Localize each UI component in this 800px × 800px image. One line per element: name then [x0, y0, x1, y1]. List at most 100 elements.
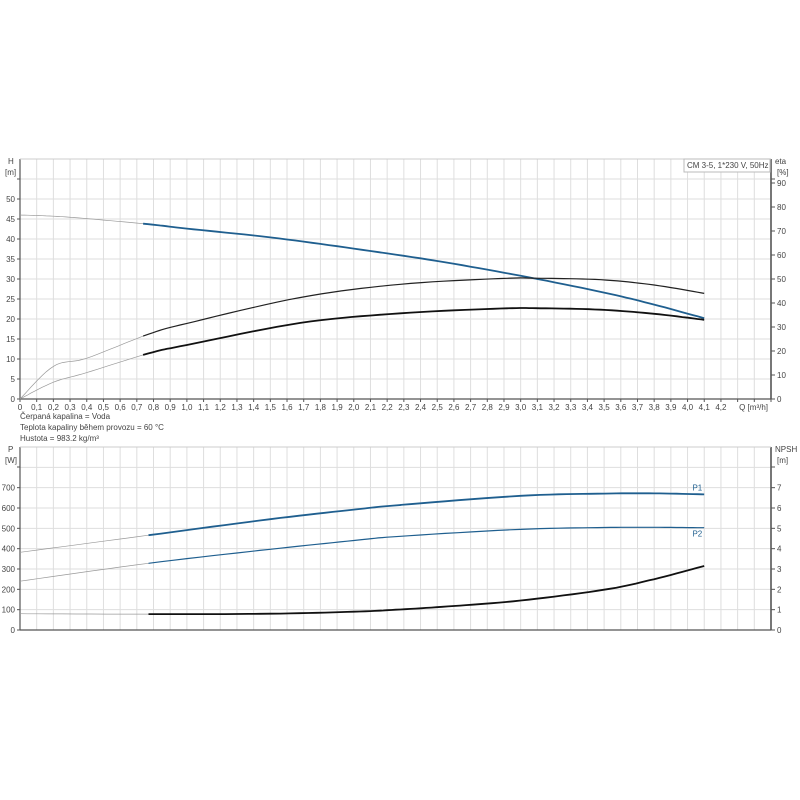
y-tick-label: 15	[6, 335, 15, 344]
series-label-p1: P1	[692, 483, 702, 492]
y-tick-label: 700	[2, 484, 16, 493]
y-tick-label: 45	[6, 215, 15, 224]
series-label-p2: P2	[692, 530, 702, 539]
x-tick-label: 0,1	[31, 403, 43, 412]
x-tick-label: 3,9	[665, 403, 677, 412]
y-tick-label: 100	[2, 606, 16, 615]
x-tick-label: 2,8	[482, 403, 494, 412]
y-tick-label: 600	[2, 504, 16, 513]
curve-p2-extension	[19, 562, 149, 582]
x-tick-label: 0,5	[98, 403, 110, 412]
y2-tick-label: 2	[777, 585, 782, 594]
x-tick-label: 2,9	[498, 403, 510, 412]
legend-box-text: CM 3-5, 1*230 V, 50Hz	[687, 161, 769, 170]
curve-series-2	[142, 277, 705, 337]
y2-tick-label: 90	[777, 179, 786, 188]
x-tick-label: 3,7	[632, 403, 644, 412]
y2-tick-label: 70	[777, 227, 786, 236]
y2-tick-label: 10	[777, 371, 786, 380]
x-tick-label: 1,0	[181, 403, 193, 412]
x-tick-label: 3,0	[515, 403, 527, 412]
y2-tick-label: 0	[777, 626, 782, 635]
x-tick-label: 2,3	[398, 403, 410, 412]
x-tick-label: 4,1	[699, 403, 711, 412]
info-density: Hustota = 983.2 kg/m³	[20, 434, 99, 443]
y-tick-label: 200	[2, 585, 16, 594]
y-tick-label: 5	[11, 375, 16, 384]
y2-tick-label: 4	[777, 545, 782, 554]
x-tick-label: 1,5	[265, 403, 277, 412]
x-tick-label: 1,6	[281, 403, 293, 412]
x-tick-label: 1,8	[315, 403, 327, 412]
x-tick-label: 0,7	[131, 403, 143, 412]
y2-tick-label: 40	[777, 299, 786, 308]
x-tick-label: 0,4	[81, 403, 93, 412]
x-tick-label: 3,4	[582, 403, 594, 412]
y2-tick-label: 3	[777, 565, 782, 574]
y-tick-label: 500	[2, 524, 16, 533]
x-tick-label: 0,3	[65, 403, 77, 412]
y-tick-label: 40	[6, 235, 15, 244]
x-tick-label: 2,4	[415, 403, 427, 412]
x-tick-label: 3,8	[649, 403, 661, 412]
y2-tick-label: 20	[777, 347, 786, 356]
x-tick-label: 1,1	[198, 403, 210, 412]
y-tick-label: 0	[11, 626, 16, 635]
x-tick-label: 0	[18, 403, 23, 412]
y2-tick-label: 1	[777, 606, 782, 615]
y-tick-label: 400	[2, 545, 16, 554]
x-tick-label: 0,2	[48, 403, 60, 412]
x-tick-label: 3,3	[565, 403, 577, 412]
x-tick-label: 2,7	[465, 403, 477, 412]
y-axis-label: H	[8, 157, 14, 166]
y2-tick-label: 50	[777, 275, 786, 284]
y2-tick-label: 0	[777, 395, 782, 404]
x-tick-label: 3,6	[615, 403, 627, 412]
y-tick-label: 50	[6, 195, 15, 204]
curve-p1	[148, 492, 705, 537]
x-tick-label: 3,2	[548, 403, 560, 412]
y2-tick-label: 30	[777, 323, 786, 332]
x-tick-label: 2,6	[448, 403, 460, 412]
x-tick-label: 1,9	[332, 403, 344, 412]
curve-p1-extension	[19, 534, 149, 553]
info-temperature: Teplota kapaliny během provozu = 60 °C	[20, 423, 164, 432]
x-tick-label: 1,7	[298, 403, 310, 412]
y-tick-label: 0	[11, 395, 16, 404]
y-tick-label: 20	[6, 315, 15, 324]
x-tick-label: 0,8	[148, 403, 160, 412]
y2-tick-label: 6	[777, 504, 782, 513]
y2-tick-label: 7	[777, 484, 782, 493]
x-axis-label: Q [m³/h]	[739, 403, 768, 412]
curve-series-2-extension	[19, 333, 149, 400]
y-axis-label: P	[8, 445, 13, 454]
info-fluid: Čerpaná kapalina = Voda	[20, 412, 111, 421]
x-tick-label: 3,5	[599, 403, 611, 412]
curve-series-1	[143, 222, 705, 320]
y-tick-label: 30	[6, 275, 15, 284]
y2-axis-label: NPSH	[775, 445, 797, 454]
curve-series-3-extension	[19, 353, 149, 400]
y2-axis-label: eta	[775, 157, 787, 166]
curve-series-1-extension	[19, 214, 149, 225]
x-tick-label: 4,2	[715, 403, 727, 412]
y-axis-unit: [m]	[5, 168, 16, 177]
x-tick-label: 0,6	[115, 403, 127, 412]
x-tick-label: 1,4	[248, 403, 260, 412]
curve-series-3	[148, 565, 705, 615]
x-tick-label: 2,1	[365, 403, 377, 412]
y2-axis-unit: [%]	[777, 168, 789, 177]
x-tick-label: 3,1	[532, 403, 544, 412]
x-tick-label: 0,9	[165, 403, 177, 412]
x-tick-label: 1,2	[215, 403, 227, 412]
y2-tick-label: 80	[777, 203, 786, 212]
y-axis-unit: [W]	[5, 456, 17, 465]
y-tick-label: 25	[6, 295, 15, 304]
y-tick-label: 10	[6, 355, 15, 364]
curve-series-3	[142, 307, 705, 356]
y-tick-label: 35	[6, 255, 15, 264]
x-tick-label: 2,0	[348, 403, 360, 412]
legend-box	[683, 158, 771, 173]
x-tick-label: 2,5	[432, 403, 444, 412]
